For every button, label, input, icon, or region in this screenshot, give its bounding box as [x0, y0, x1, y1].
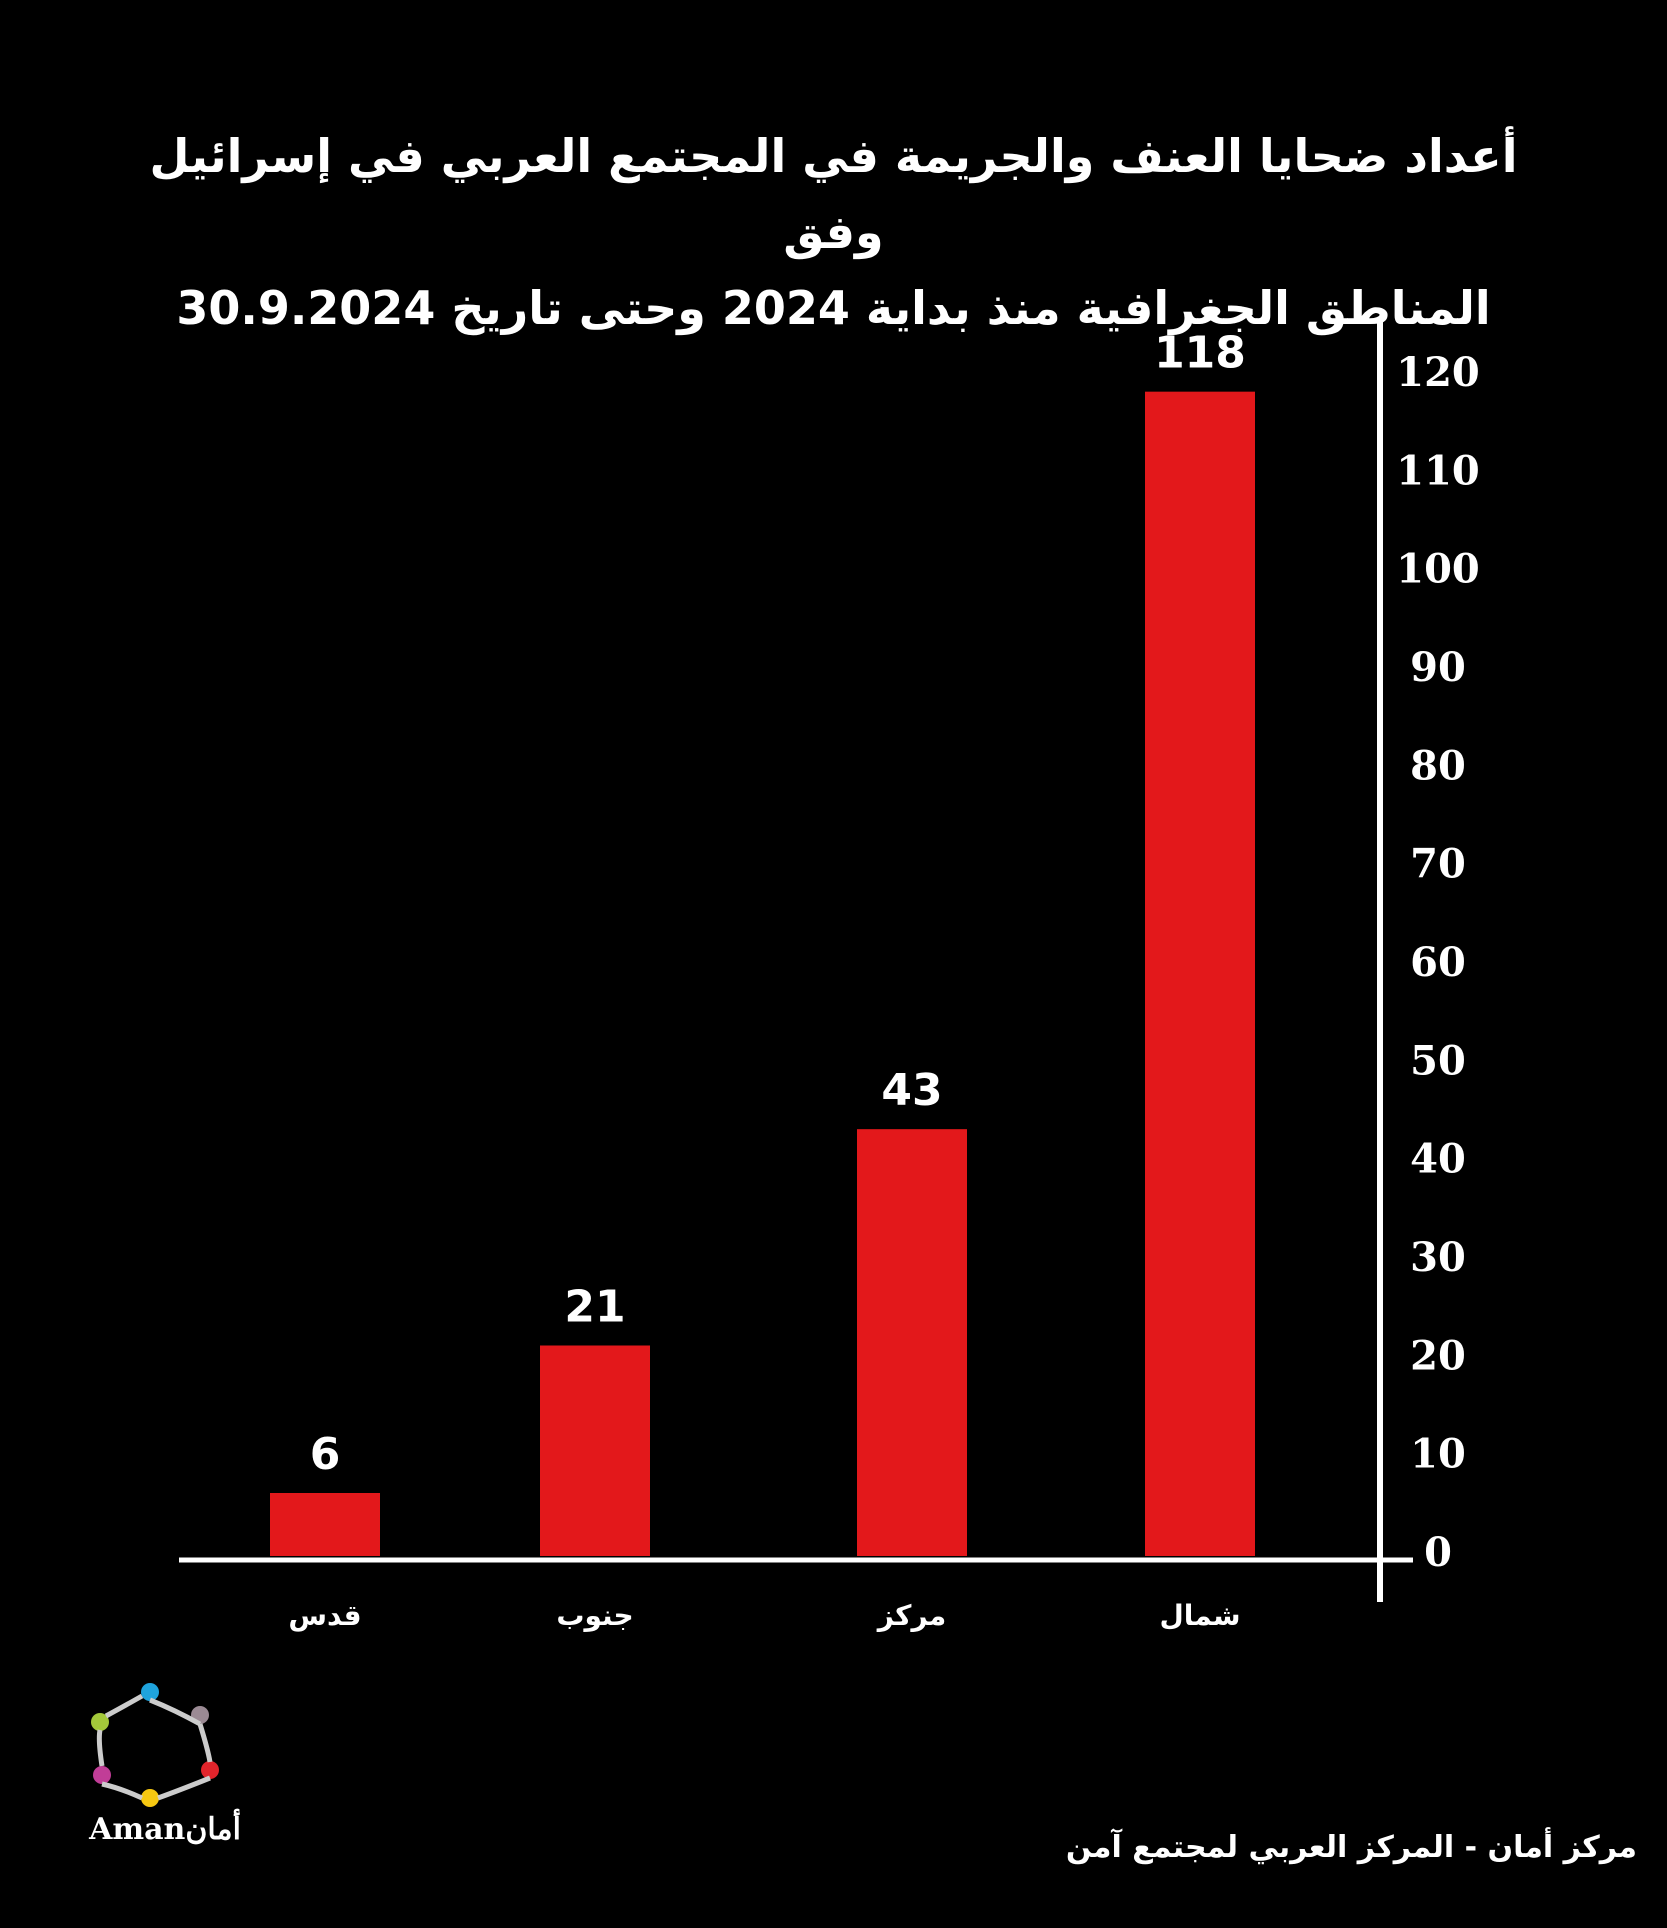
- bar-2: [540, 1345, 650, 1556]
- logo-text: Amanأمان: [89, 1812, 241, 1847]
- y-tick-label: 0: [1424, 1529, 1452, 1576]
- title-line-1: أعداد ضحايا العنف والجريمة في المجتمع ال…: [149, 129, 1518, 259]
- bar-value-label: 118: [1154, 328, 1246, 379]
- x-tick-label: جنوب: [556, 1599, 633, 1632]
- chart-title: أعداد ضحايا العنف والجريمة في المجتمع ال…: [120, 118, 1547, 346]
- y-tick-label: 50: [1410, 1037, 1466, 1084]
- bar-4: [1145, 391, 1255, 1557]
- bar-1: [270, 1493, 380, 1556]
- x-tick-label: شمال: [1159, 1599, 1240, 1632]
- y-tick-label: 60: [1410, 939, 1466, 986]
- bar-value-label: 43: [881, 1065, 942, 1116]
- y-tick-label: 100: [1396, 546, 1480, 593]
- y-tick-label: 20: [1410, 1332, 1466, 1379]
- bar-value-label: 6: [310, 1429, 341, 1480]
- footer-source: مركز أمان - المركز العربي لمجتمع آمن: [1065, 1830, 1637, 1865]
- y-tick-label: 120: [1396, 349, 1480, 396]
- aman-logo: Amanأمان: [80, 1680, 250, 1880]
- bar-value-label: 21: [564, 1282, 625, 1333]
- y-tick-label: 80: [1410, 742, 1466, 789]
- bar-3: [857, 1129, 967, 1556]
- x-tick-label: مركز: [876, 1599, 946, 1632]
- y-tick-label: 30: [1410, 1234, 1466, 1281]
- y-tick-label: 10: [1410, 1431, 1466, 1478]
- x-tick-label: قدس: [288, 1599, 361, 1632]
- y-tick-label: 70: [1410, 841, 1466, 888]
- y-tick-label: 90: [1410, 644, 1466, 691]
- logo-icon: [91, 1683, 219, 1807]
- y-tick-label: 40: [1410, 1136, 1466, 1183]
- title-line-2: المناطق الجغرافية منذ بداية 2024 وحتى تا…: [176, 281, 1491, 335]
- y-tick-label: 110: [1396, 447, 1480, 494]
